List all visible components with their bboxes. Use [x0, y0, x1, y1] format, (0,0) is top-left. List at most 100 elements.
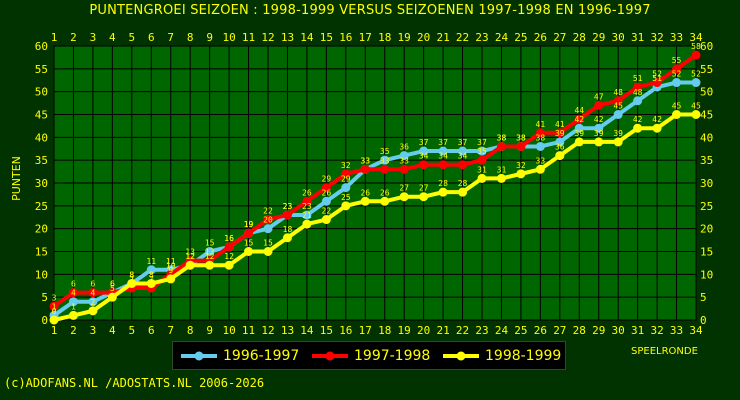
y-tick-label-left: 30: [35, 177, 48, 190]
data-label-1997-1998: 41: [555, 120, 565, 129]
data-label-1996-1997: 23: [283, 202, 293, 211]
x-tick-label-top: 24: [495, 31, 509, 44]
data-point-1996-1997: [419, 146, 429, 156]
y-tick-label-left: 5: [41, 291, 48, 304]
data-point-1997-1998: [496, 141, 506, 151]
x-tick-label-bottom: 27: [553, 324, 566, 337]
data-label-1997-1998: 38: [497, 133, 507, 142]
data-label-1998-1999: 36: [555, 143, 565, 152]
legend-label: 1996-1997: [223, 347, 300, 364]
data-point-1997-1998: [477, 155, 487, 165]
y-tick-label-right: 15: [700, 246, 713, 259]
x-tick-label-top: 25: [514, 31, 527, 44]
x-tick-label-top: 23: [475, 31, 488, 44]
data-label-1997-1998: 34: [458, 152, 468, 161]
x-tick-label-bottom: 28: [573, 324, 586, 337]
data-point-1997-1998: [633, 82, 643, 92]
data-point-1996-1997: [613, 110, 623, 119]
data-point-1998-1999: [146, 278, 156, 288]
data-label-1997-1998: 6: [90, 280, 95, 289]
y-tick-label-left: 20: [35, 223, 48, 236]
data-label-1997-1998: 26: [302, 188, 312, 197]
data-label-1996-1997: 45: [613, 102, 623, 111]
data-point-1997-1998: [88, 288, 98, 298]
data-label-1998-1999: 39: [613, 129, 623, 138]
data-point-1998-1999: [68, 310, 78, 320]
data-label-1997-1998: 32: [341, 161, 351, 170]
x-tick-label-bottom: 7: [167, 324, 174, 337]
x-tick-label-top: 5: [129, 31, 136, 44]
data-label-1998-1999: 18: [283, 225, 293, 234]
data-point-1997-1998: [438, 160, 448, 170]
data-point-1996-1997: [263, 224, 273, 234]
data-label-1996-1997: 20: [263, 216, 273, 225]
data-label-1996-1997: 42: [574, 115, 584, 124]
data-point-1997-1998: [672, 64, 682, 74]
data-label-1998-1999: 28: [458, 179, 468, 188]
data-point-1996-1997: [535, 141, 545, 151]
data-point-1998-1999: [107, 292, 117, 302]
data-point-1997-1998: [516, 141, 526, 151]
y-tick-label-right: 45: [700, 109, 713, 122]
x-tick-label-top: 31: [631, 31, 644, 44]
data-label-1997-1998: 33: [360, 156, 370, 165]
y-tick-label-left: 10: [35, 268, 48, 281]
y-tick-label-right: 60: [700, 40, 713, 53]
data-point-1996-1997: [458, 146, 468, 156]
x-tick-label-bottom: 24: [495, 324, 509, 337]
data-point-1998-1999: [458, 187, 468, 197]
data-label-1998-1999: 45: [672, 102, 682, 111]
x-tick-label-bottom: 12: [261, 324, 274, 337]
data-point-1997-1998: [49, 301, 59, 311]
data-label-1997-1998: 34: [419, 152, 429, 161]
data-label-1998-1999: 39: [594, 129, 604, 138]
data-point-1998-1999: [185, 260, 195, 270]
data-label-1996-1997: 23: [302, 202, 312, 211]
data-label-1997-1998: 41: [536, 120, 546, 129]
data-label-1998-1999: 32: [516, 161, 526, 170]
legend-marker-icon: [181, 351, 217, 360]
x-tick-label-bottom: 26: [534, 324, 547, 337]
x-tick-label-bottom: 11: [242, 324, 255, 337]
data-label-1996-1997: 1: [52, 302, 57, 311]
x-tick-label-top: 3: [90, 31, 97, 44]
data-label-1996-1997: 11: [146, 257, 156, 266]
data-label-1997-1998: 29: [322, 175, 332, 184]
x-tick-label-top: 15: [320, 31, 333, 44]
y-tick-label-right: 25: [700, 200, 713, 213]
x-tick-label-bottom: 32: [650, 324, 663, 337]
data-label-1996-1997: 4: [90, 289, 95, 298]
data-point-1997-1998: [399, 164, 409, 174]
x-tick-label-top: 29: [592, 31, 605, 44]
x-tick-label-bottom: 2: [70, 324, 77, 337]
data-label-1996-1997: 12: [185, 252, 195, 261]
data-label-1998-1999: 21: [302, 211, 312, 220]
data-label-1997-1998: 51: [633, 74, 643, 83]
data-label-1998-1999: 12: [185, 252, 195, 261]
data-point-1997-1998: [574, 114, 584, 124]
data-label-1998-1999: 42: [633, 115, 643, 124]
x-tick-label-top: 22: [456, 31, 469, 44]
data-point-1996-1997: [146, 265, 156, 275]
x-tick-label-top: 17: [359, 31, 372, 44]
data-point-1998-1999: [535, 164, 545, 174]
data-point-1998-1999: [496, 173, 506, 183]
data-label-1998-1999: 28: [438, 179, 448, 188]
legend: 1996-1997 1997-1998 1998-1999: [172, 341, 566, 370]
data-label-1998-1999: 27: [419, 184, 429, 193]
y-tick-label-left: 0: [41, 314, 48, 327]
x-tick-label-top: 16: [339, 31, 352, 44]
data-label-1997-1998: 3: [52, 293, 57, 302]
data-point-1997-1998: [224, 242, 234, 252]
data-label-1997-1998: 19: [244, 220, 254, 229]
data-label-1996-1997: 6: [110, 280, 115, 289]
data-point-1996-1997: [691, 78, 701, 88]
x-tick-label-top: 2: [70, 31, 77, 44]
x-tick-label-bottom: 31: [631, 324, 644, 337]
x-tick-label-bottom: 18: [378, 324, 391, 337]
data-point-1998-1999: [49, 315, 59, 325]
data-point-1998-1999: [419, 192, 429, 202]
x-tick-label-top: 30: [612, 31, 625, 44]
data-label-1996-1997: 35: [380, 147, 390, 156]
